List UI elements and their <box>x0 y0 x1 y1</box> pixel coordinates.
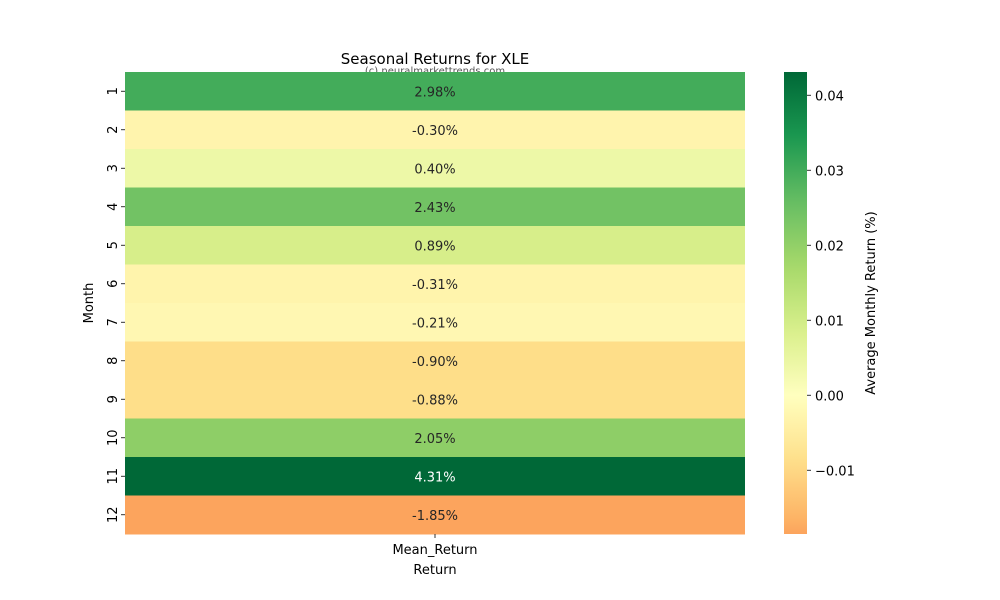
cell-annotation: 2.43% <box>414 201 455 216</box>
cell-annotation: 2.05% <box>414 432 455 447</box>
colorbar-ticks: 0.04 0.03 0.02 0.01 0.00 −0.01 <box>807 89 855 479</box>
y-tick-label: 12 <box>106 506 121 523</box>
y-tick-label: 10 <box>106 429 121 446</box>
cell-annotation: 2.98% <box>414 85 455 100</box>
y-tick-label: 5 <box>106 241 121 249</box>
chart-title: Seasonal Returns for XLE <box>341 50 529 68</box>
cell-annotation: -0.30% <box>412 124 458 139</box>
y-tick-label: 1 <box>106 87 121 95</box>
heatmap-cell-month-5 <box>125 226 745 265</box>
heatmap-cell-month-7 <box>125 303 745 342</box>
heatmap-cell-month-10 <box>125 418 745 458</box>
colorbar <box>784 72 807 534</box>
heatmap-cell-month-2 <box>125 110 745 150</box>
heatmap-cell-month-9 <box>125 380 745 419</box>
y-tick-label: 8 <box>106 357 121 365</box>
colorbar-tick-label: 0.04 <box>815 89 844 104</box>
cell-annotation: -0.88% <box>412 393 458 408</box>
heatmap-cells: 2.98% -0.30% 0.40% 2.43% 0.89% -0.31% -0.21% -0… <box>125 72 745 535</box>
x-tick-label: Mean_Return <box>392 543 477 558</box>
y-tick-label: 2 <box>106 126 121 134</box>
heatmap-cell-month-8 <box>125 341 745 381</box>
heatmap-cell-month-1 <box>125 72 745 111</box>
heatmap-cell-month-4 <box>125 187 745 227</box>
colorbar-tick-label: 0.01 <box>815 314 844 329</box>
cell-annotation: 0.89% <box>414 239 455 254</box>
cell-annotation: -0.31% <box>412 278 458 293</box>
cell-annotation: -0.21% <box>412 316 458 331</box>
heatmap-cell-month-11 <box>125 457 745 496</box>
x-axis-label: Return <box>413 563 456 578</box>
y-tick-label: 4 <box>106 203 121 211</box>
colorbar-tick-label: 0.03 <box>815 164 844 179</box>
y-axis-label: Month <box>82 283 97 324</box>
colorbar-tick-label: −0.01 <box>815 464 855 479</box>
y-tick-label: 6 <box>106 280 121 288</box>
heatmap-cell-month-6 <box>125 264 745 304</box>
cell-annotation: -0.90% <box>412 355 458 370</box>
y-tick-label: 9 <box>106 395 121 403</box>
cell-annotation: 4.31% <box>414 470 455 485</box>
y-tick-label: 7 <box>106 318 121 326</box>
cell-annotation: -1.85% <box>412 509 458 524</box>
colorbar-tick-label: 0.02 <box>815 239 844 254</box>
y-tick-label: 3 <box>106 164 121 172</box>
heatmap-cell-month-12 <box>125 495 745 535</box>
y-tick-label: 11 <box>106 468 121 485</box>
colorbar-label: Average Monthly Return (%) <box>864 211 879 394</box>
heatmap-cell-month-3 <box>125 149 745 188</box>
watermark-text: (c) neuralmarkettrends.com <box>365 66 505 77</box>
cell-annotation: 0.40% <box>414 162 455 177</box>
colorbar-tick-label: 0.00 <box>815 389 844 404</box>
x-axis-ticks: Mean_Return <box>392 534 478 558</box>
